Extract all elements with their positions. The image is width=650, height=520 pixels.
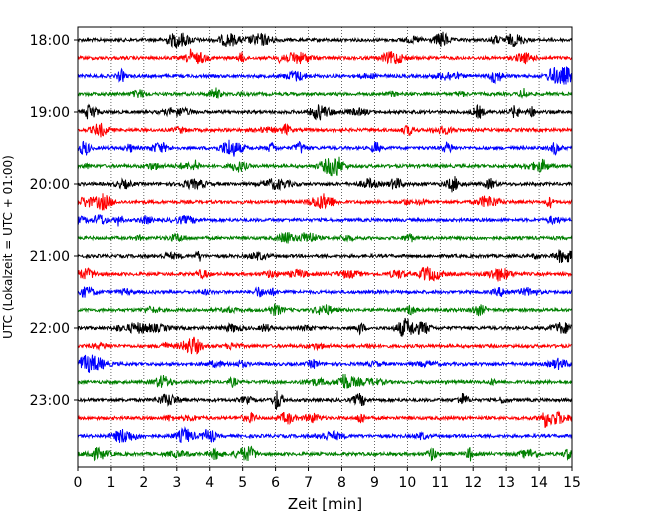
x-tick-label: 15 (563, 475, 581, 491)
trace-2115 (77, 266, 573, 282)
x-tick-label: 7 (304, 475, 313, 491)
trace-2015 (77, 193, 573, 211)
trace-2215 (77, 336, 573, 355)
y-tick-label: 22:00 (30, 321, 70, 337)
trace-2315 (77, 410, 573, 428)
x-tick-label: 11 (431, 475, 449, 491)
x-tick-label: 10 (398, 475, 416, 491)
x-axis-label: Zeit [min] (288, 495, 362, 513)
y-tick-label: 18:00 (30, 33, 70, 49)
trace-1830 (77, 66, 573, 85)
trace-1900 (77, 103, 573, 121)
y-axis-label: UTC (Lokalzeit = UTC + 01:00) (1, 155, 15, 339)
trace-2045 (77, 232, 573, 244)
trace-2330 (77, 425, 573, 443)
y-tick-label: 21:00 (30, 249, 70, 265)
trace-2230 (77, 354, 573, 373)
trace-1845 (77, 87, 573, 100)
x-tick-label: 4 (205, 475, 214, 491)
y-axis-ticks: 18:00 19:00 20:00 21:00 22:00 23:00 (30, 33, 78, 409)
y-tick-label: 20:00 (30, 177, 70, 193)
plot-frame (77, 26, 573, 468)
x-tick-label: 12 (464, 475, 482, 491)
trace-2030 (77, 214, 573, 227)
trace-2200 (77, 317, 573, 337)
x-tick-label: 14 (530, 475, 548, 491)
x-tick-label: 1 (106, 475, 115, 491)
trace-1930 (77, 139, 573, 157)
trace-2145 (77, 303, 573, 317)
x-tick-label: 5 (238, 475, 247, 491)
trace-1815 (77, 48, 573, 65)
y-tick-label: 23:00 (30, 393, 70, 409)
trace-2100 (77, 249, 573, 263)
trace-2300 (77, 390, 573, 410)
x-tick-label: 6 (271, 475, 280, 491)
trace-2245 (77, 374, 573, 389)
x-tick-label: 13 (497, 475, 515, 491)
trace-1800 (77, 31, 573, 49)
grid-lines (110, 27, 540, 467)
x-tick-label: 8 (337, 475, 346, 491)
x-tick-label: 3 (172, 475, 181, 491)
x-tick-label: 2 (139, 475, 148, 491)
trace-2130 (77, 286, 573, 298)
x-tick-label: 9 (370, 475, 379, 491)
x-tick-label: 0 (74, 475, 83, 491)
x-axis-ticks: 0 1 2 3 4 5 6 7 8 9 10 11 12 13 14 15 (74, 467, 581, 491)
seismic-traces (77, 31, 573, 462)
trace-2345 (77, 445, 573, 462)
y-tick-label: 19:00 (30, 105, 70, 121)
trace-1945 (77, 156, 573, 177)
trace-2000 (77, 176, 573, 193)
trace-1915 (77, 122, 573, 138)
